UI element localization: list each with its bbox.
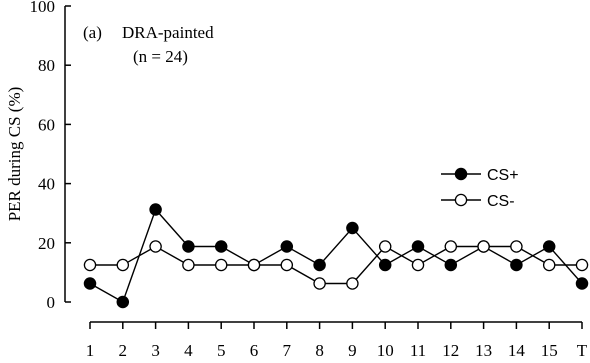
data-point-csminus <box>575 258 589 272</box>
legend-label-csminus: CS- <box>487 193 515 210</box>
data-point-csminus <box>182 258 195 272</box>
x-tick-label: 12 <box>442 341 459 360</box>
data-point-csminus <box>444 240 458 253</box>
x-tick-label: 10 <box>377 341 394 360</box>
data-point-csminus <box>83 258 97 272</box>
data-point-csminus <box>116 258 130 272</box>
series-group <box>83 203 589 309</box>
data-point-csminus <box>510 240 523 253</box>
x-tick-label: 15 <box>541 341 558 360</box>
chart-subtitle: (n = 24) <box>133 47 188 66</box>
legend-marker-csminus <box>454 193 468 207</box>
x-tick-label: 14 <box>508 341 526 360</box>
data-point-csplus <box>411 240 425 253</box>
x-tick-label: T <box>577 341 588 360</box>
data-point-csplus <box>346 221 359 235</box>
x-tick-label: 9 <box>348 341 357 360</box>
y-tick-label: 40 <box>38 175 55 194</box>
panel-label: (a) <box>83 23 102 42</box>
chart-title: DRA-painted <box>122 23 214 42</box>
series-line-csminus <box>90 245 582 285</box>
data-point-csminus <box>149 240 162 253</box>
x-tick-label: 8 <box>315 341 324 360</box>
data-point-csminus <box>411 258 425 272</box>
series-line-csplus <box>89 208 583 304</box>
data-point-csminus <box>378 240 392 253</box>
x-tick-label: 1 <box>86 341 95 360</box>
data-point-csminus <box>477 240 490 253</box>
data-point-csplus <box>214 240 228 253</box>
data-point-csminus <box>280 258 294 272</box>
x-tick-label: 6 <box>250 341 259 360</box>
data-point-csminus <box>346 277 359 290</box>
data-point-csplus <box>542 240 556 253</box>
data-point-csminus <box>313 277 326 290</box>
x-tick-label: 4 <box>184 341 193 360</box>
data-point-csplus <box>444 258 458 272</box>
y-tick-label: 0 <box>47 293 56 312</box>
y-tick-label: 20 <box>38 234 55 253</box>
data-point-csplus <box>313 258 326 272</box>
y-tick-label: 60 <box>38 115 55 134</box>
data-point-csminus <box>214 258 228 272</box>
data-point-csplus <box>182 240 195 253</box>
x-tick-label: 13 <box>475 341 492 360</box>
legend: CS+ CS- <box>441 167 519 210</box>
data-point-csplus <box>510 258 523 272</box>
legend-marker-csplus <box>454 167 468 181</box>
data-point-csminus <box>247 258 261 272</box>
data-point-csplus <box>149 203 162 216</box>
y-axis-title: PER during CS (%) <box>5 87 24 222</box>
x-tick-label: 3 <box>151 341 160 360</box>
x-tick-label: 5 <box>217 341 226 360</box>
data-point-csplus <box>378 258 392 272</box>
data-point-csplus <box>280 240 294 253</box>
legend-label-csplus: CS+ <box>487 167 519 184</box>
data-point-csminus <box>542 258 556 272</box>
data-point-csplus <box>83 277 97 290</box>
y-tick-label: 100 <box>30 0 56 16</box>
data-point-csplus <box>575 277 589 290</box>
y-tick-label: 80 <box>38 56 55 75</box>
x-tick-label: 11 <box>410 341 426 360</box>
x-tick-label: 2 <box>119 341 128 360</box>
x-tick-label: 7 <box>283 341 292 360</box>
data-point-csplus <box>116 295 130 309</box>
